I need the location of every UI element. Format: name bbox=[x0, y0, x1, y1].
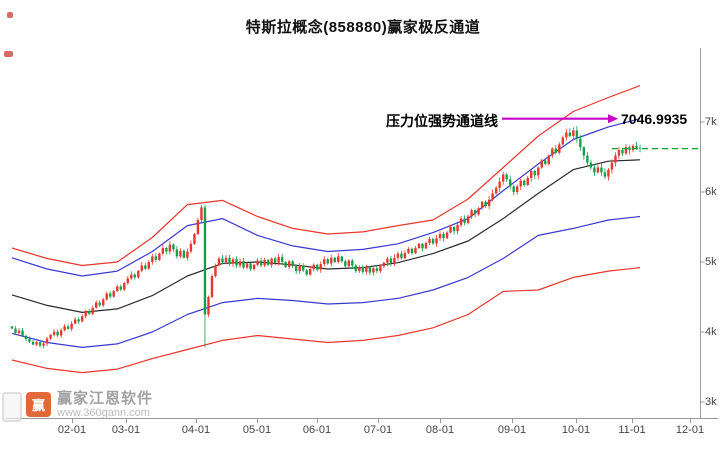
watermark-url: www.360gann.com bbox=[57, 407, 150, 419]
watermark-logo-icon: 赢 bbox=[26, 392, 51, 417]
x-axis-label: 07-01 bbox=[363, 424, 393, 436]
x-axis-label: 03-01 bbox=[111, 424, 141, 436]
x-axis-label: 02-01 bbox=[57, 424, 87, 436]
x-axis-label: 06-01 bbox=[302, 424, 332, 436]
y-axis-label: 4k bbox=[705, 326, 717, 338]
watermark-texts: 赢家江恩软件 www.360gann.com bbox=[57, 390, 153, 420]
channel-lines-layer bbox=[11, 85, 641, 374]
x-axis-label: 10-01 bbox=[561, 424, 591, 436]
ui-artifact-mark-top bbox=[7, 12, 13, 18]
x-axis-label: 11-01 bbox=[618, 424, 646, 436]
y-axis-label: 5k bbox=[705, 256, 717, 268]
pressure-annotation-value: 7046.9935 bbox=[621, 111, 688, 127]
pressure-annotation-label: 压力位强势通道线 bbox=[386, 113, 498, 129]
overlay-layer bbox=[502, 114, 700, 150]
x-axis-label: 05-01 bbox=[242, 424, 272, 436]
ui-artifact-mark-left bbox=[4, 51, 13, 57]
watermark-brand: 赢家江恩软件 bbox=[57, 390, 154, 407]
candles-layer bbox=[10, 126, 642, 348]
watermark: 赢 赢家江恩软件 www.360gann.com bbox=[2, 390, 153, 422]
y-axis-label: 7k bbox=[705, 116, 717, 128]
axes-layer bbox=[6, 48, 718, 423]
x-axis-label: 09-01 bbox=[497, 424, 527, 436]
x-axis-label: 12-01 bbox=[675, 424, 705, 436]
x-axis-label: 04-01 bbox=[181, 424, 211, 436]
chart-title: 特斯拉概念(858880)赢家极反通道 bbox=[245, 19, 481, 36]
y-axis-label: 3k bbox=[705, 396, 717, 408]
x-axis-label: 08-01 bbox=[425, 424, 455, 436]
watermark-ghost-logo-icon bbox=[2, 392, 22, 422]
y-axis-label: 6k bbox=[705, 186, 717, 198]
